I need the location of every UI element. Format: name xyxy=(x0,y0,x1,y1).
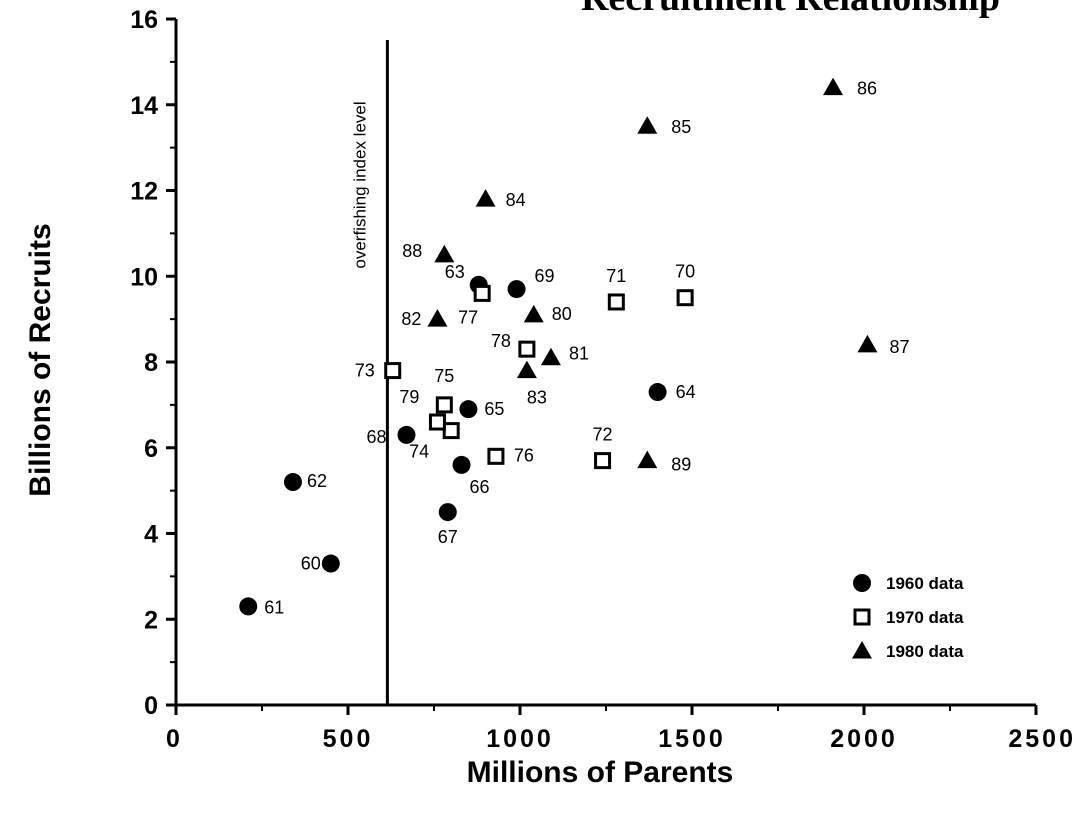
data-point xyxy=(442,422,460,440)
x-tick-label: 2500 xyxy=(1008,725,1076,753)
point-label: 75 xyxy=(434,366,454,386)
y-tick-label: 8 xyxy=(144,349,158,377)
point-label: 63 xyxy=(445,262,465,282)
point-label: 84 xyxy=(506,190,526,210)
legend-entry: 1980 data xyxy=(886,642,964,661)
point-label: 60 xyxy=(301,554,321,574)
data-point xyxy=(321,554,340,573)
point-label: 85 xyxy=(671,117,691,137)
point-label: 79 xyxy=(399,387,419,407)
point-label: 86 xyxy=(857,79,877,99)
data-point xyxy=(438,503,457,522)
data-point xyxy=(434,244,455,263)
point-label: 73 xyxy=(355,361,375,381)
data-point xyxy=(857,334,878,353)
data-point xyxy=(487,447,505,465)
data-point xyxy=(239,597,258,616)
point-label: 88 xyxy=(402,241,422,261)
point-label: 61 xyxy=(264,597,284,617)
point-label: 68 xyxy=(366,427,386,447)
data-point xyxy=(676,289,694,307)
point-label: 77 xyxy=(458,307,478,327)
data-point xyxy=(823,77,844,96)
point-label: 89 xyxy=(671,455,691,475)
point-label: 70 xyxy=(675,262,695,282)
y-tick-label: 4 xyxy=(144,521,158,549)
y-tick-label: 16 xyxy=(130,6,158,34)
x-tick-label: 0 xyxy=(166,725,183,753)
point-label: 74 xyxy=(409,442,429,462)
data-point xyxy=(637,450,658,469)
data-point xyxy=(518,340,536,358)
point-label: 82 xyxy=(401,309,421,329)
data-point xyxy=(516,360,537,379)
legend-marker xyxy=(853,608,871,626)
data-point xyxy=(452,455,471,474)
data-point xyxy=(473,284,491,302)
point-label: 69 xyxy=(535,266,555,286)
point-label: 65 xyxy=(484,399,504,419)
data-point xyxy=(428,413,446,431)
data-point xyxy=(540,347,561,366)
y-tick-label: 14 xyxy=(130,92,158,120)
point-label: 72 xyxy=(593,425,613,445)
y-tick-label: 10 xyxy=(130,263,158,291)
legend-entry: 1970 data xyxy=(886,608,964,627)
point-label: 62 xyxy=(307,471,327,491)
data-point xyxy=(607,293,625,311)
x-tick-label: 1500 xyxy=(658,725,726,753)
data-point xyxy=(637,116,658,134)
x-axis-title: Millions of Parents xyxy=(467,756,734,789)
x-tick-label: 2000 xyxy=(830,725,898,753)
legend: 1960 data 1970 data 1980 data xyxy=(852,574,964,661)
data-point xyxy=(427,309,448,327)
y-tick-label: 12 xyxy=(130,178,158,206)
legend-marker xyxy=(852,641,872,659)
data-point xyxy=(523,304,544,323)
y-tick-label: 6 xyxy=(144,435,158,463)
point-label: 78 xyxy=(491,331,511,351)
data-point xyxy=(594,452,612,470)
chart-title: Recruitment Relationship xyxy=(581,0,1000,19)
data-point xyxy=(283,473,302,492)
data-point xyxy=(397,425,416,444)
data-points: 60 61 62 63 64 65 66 67 68 69 70 71 72 73 74 75 76 77 78 79… xyxy=(239,77,909,617)
point-label: 81 xyxy=(569,344,589,364)
point-label: 76 xyxy=(514,445,534,465)
point-label: 64 xyxy=(676,382,696,402)
point-label: 83 xyxy=(527,388,547,408)
y-tick-label: 2 xyxy=(144,606,158,634)
point-label: 80 xyxy=(552,304,572,324)
legend-marker xyxy=(853,574,871,592)
data-point xyxy=(507,280,526,299)
data-point xyxy=(435,396,453,414)
x-tick-label: 1000 xyxy=(486,725,554,753)
y-tick-label: 0 xyxy=(144,692,158,720)
point-label: 87 xyxy=(889,337,909,357)
data-point xyxy=(648,383,667,402)
point-label: 67 xyxy=(438,527,458,547)
reference-line-label: overfishing index level xyxy=(350,101,369,268)
point-label: 71 xyxy=(606,266,626,286)
x-tick-label: 500 xyxy=(323,725,374,753)
legend-entry: 1960 data xyxy=(886,574,964,593)
data-point xyxy=(475,189,496,207)
data-point xyxy=(459,400,478,419)
data-point xyxy=(384,362,402,380)
point-label: 66 xyxy=(470,477,490,497)
y-axis-title: Billions of Recruits xyxy=(24,223,57,496)
